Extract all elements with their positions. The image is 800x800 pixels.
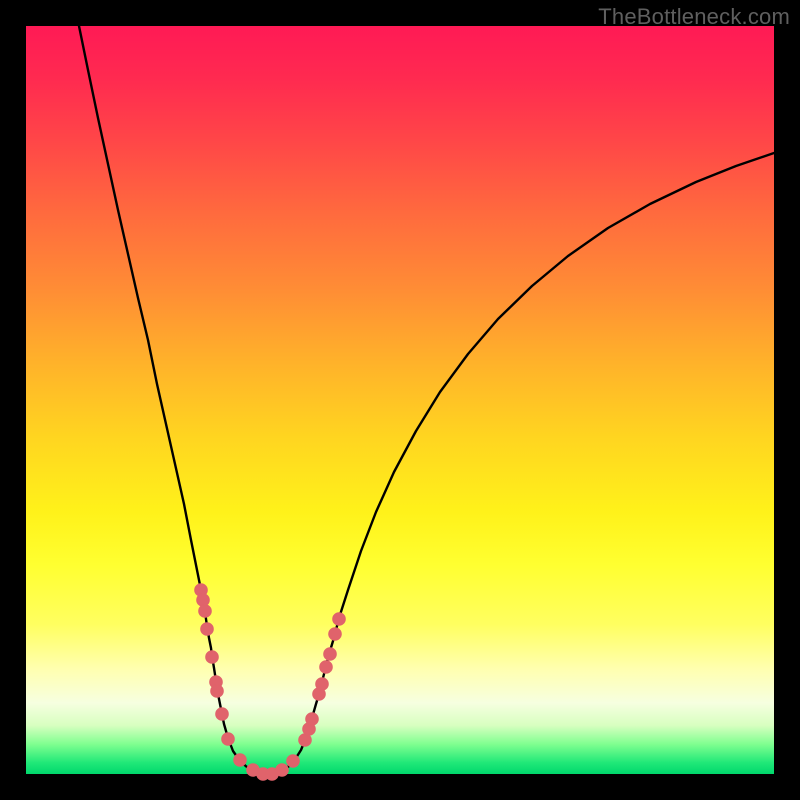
- chart-canvas: [0, 0, 800, 800]
- marker-left: [201, 623, 214, 636]
- marker-left: [199, 605, 212, 618]
- marker-right: [320, 661, 333, 674]
- marker-right: [324, 648, 337, 661]
- marker-right: [333, 613, 346, 626]
- marker-left: [206, 651, 219, 664]
- marker-left: [197, 594, 210, 607]
- plot-area: [26, 26, 774, 774]
- marker-left: [211, 685, 224, 698]
- marker-right: [329, 628, 342, 641]
- marker-right: [287, 755, 300, 768]
- watermark-text: TheBottleneck.com: [598, 4, 790, 30]
- chart-container: TheBottleneck.com: [0, 0, 800, 800]
- marker-left: [234, 754, 247, 767]
- marker-right: [316, 678, 329, 691]
- marker-right: [276, 764, 289, 777]
- marker-right: [306, 713, 319, 726]
- marker-left: [216, 708, 229, 721]
- marker-left: [222, 733, 235, 746]
